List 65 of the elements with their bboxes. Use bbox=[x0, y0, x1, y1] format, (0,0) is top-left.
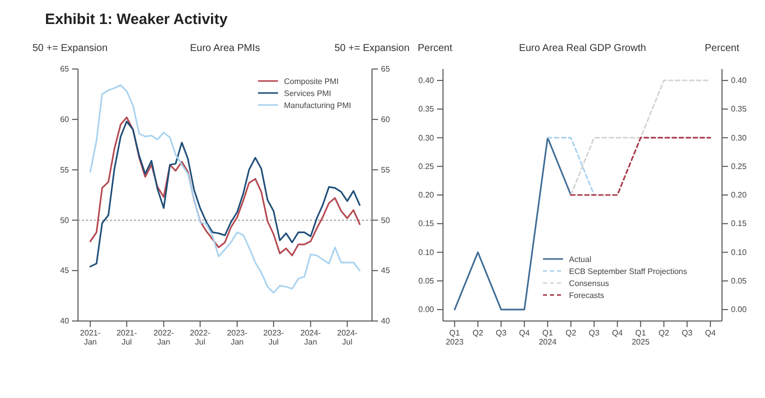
y2-axis-title: Percent bbox=[704, 43, 740, 54]
y2-tick-label: 65 bbox=[381, 64, 390, 74]
x-tick-label: Q4 bbox=[612, 328, 624, 338]
y2-tick-label: 0.40 bbox=[731, 76, 748, 86]
chart-title: Euro Area Real GDP Growth bbox=[518, 43, 646, 54]
y-tick-label: 0.40 bbox=[418, 76, 435, 86]
chart-title: Euro Area PMIs bbox=[190, 43, 260, 54]
y2-tick-label: 0.30 bbox=[731, 133, 748, 142]
x-tick-label: Q2 bbox=[566, 328, 577, 338]
y-tick-label: 45 bbox=[60, 266, 70, 276]
y2-tick-label: 50 bbox=[381, 216, 390, 225]
y2-tick-label: 0.00 bbox=[731, 305, 748, 314]
legend-label: Services PMI bbox=[284, 89, 332, 98]
x-tick-label: 2021- Jan bbox=[80, 328, 101, 346]
legend-label: Manufacturing PMI bbox=[284, 101, 352, 110]
x-tick-label: Q2 bbox=[658, 328, 670, 338]
y-tick-label: 55 bbox=[60, 165, 70, 174]
x-tick-label: 2024- Jan bbox=[300, 328, 322, 346]
legend-label: Forecasts bbox=[569, 291, 604, 300]
legend-label: Composite PMI bbox=[284, 77, 339, 86]
y2-tick-label: 0.25 bbox=[731, 162, 748, 171]
x-tick-label: 2023- Jul bbox=[263, 328, 284, 346]
y-axis-title: Percent bbox=[418, 43, 452, 54]
text: Exhibit 1: Weaker Activity bbox=[45, 11, 228, 28]
x-tick-label: 2023- Jan bbox=[226, 328, 248, 346]
x-tick-label: Q3 bbox=[496, 328, 508, 338]
y2-axis-title: 50 += Expansion bbox=[334, 43, 410, 54]
x-tick-label: Q1 2023 bbox=[446, 328, 464, 346]
y-tick-label: 0.15 bbox=[418, 219, 435, 228]
legend-label: Consensus bbox=[569, 279, 610, 288]
x-tick-label: Q2 bbox=[472, 328, 484, 338]
y-tick-label: 0.00 bbox=[418, 305, 435, 314]
x-tick-label: Q1 2024 bbox=[538, 328, 558, 346]
x-tick-label: Q4 bbox=[705, 328, 716, 338]
y-tick-label: 50 bbox=[60, 216, 70, 225]
y-tick-label: 60 bbox=[60, 114, 70, 124]
y-tick-label: 0.30 bbox=[418, 133, 435, 142]
legend-label: ECB September Staff Projections bbox=[569, 267, 688, 276]
x-tick-label: Q1 2025 bbox=[632, 328, 650, 346]
x-tick-label: Q3 bbox=[588, 328, 600, 338]
y-tick-label: 0.10 bbox=[418, 248, 435, 257]
y2-tick-label: 60 bbox=[381, 114, 390, 124]
x-tick-label: Q3 bbox=[682, 328, 694, 338]
y-tick-label: 0.25 bbox=[418, 162, 435, 171]
line-series bbox=[89, 84, 361, 294]
x-tick-label: 2022- Jan bbox=[153, 328, 174, 346]
y2-tick-label: 0.05 bbox=[731, 276, 748, 286]
x-tick-label: Q4 bbox=[519, 328, 530, 338]
x-tick-label: 2022- Jul bbox=[190, 328, 211, 346]
x-tick-label: 2024- Jul bbox=[337, 328, 358, 346]
y2-tick-label: 55 bbox=[381, 165, 390, 174]
y2-tick-label: 40 bbox=[381, 316, 390, 326]
y-tick-label: 0.20 bbox=[418, 190, 435, 200]
y-tick-label: 0.35 bbox=[418, 104, 435, 114]
y-tick-label: 0.05 bbox=[418, 276, 435, 286]
x-tick-label: 2021- Jul bbox=[116, 328, 138, 346]
y-tick-label: 40 bbox=[60, 316, 70, 326]
y-tick-label: 65 bbox=[60, 64, 70, 74]
y2-tick-label: 45 bbox=[381, 266, 390, 276]
y2-tick-label: 0.10 bbox=[731, 248, 748, 257]
y2-tick-label: 0.20 bbox=[731, 190, 748, 200]
y-axis-title: 50 += Expansion bbox=[32, 43, 108, 54]
y2-tick-label: 0.35 bbox=[731, 104, 748, 114]
legend-label: Actual bbox=[569, 255, 592, 264]
y2-tick-label: 0.15 bbox=[731, 219, 748, 228]
